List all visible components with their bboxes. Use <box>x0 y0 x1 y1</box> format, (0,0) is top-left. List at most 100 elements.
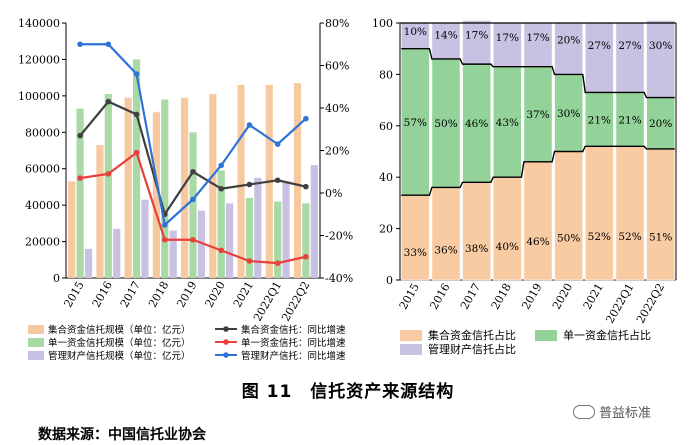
bar-guanli <box>197 210 205 278</box>
right-stacked-chart: 0 20 40 60 80 100 33% 36% 38% 40% 46% 50% 52% 52% 51% 5… <box>372 17 677 356</box>
data-label: 30% <box>557 108 580 120</box>
bar-jihe <box>96 145 104 278</box>
legend-label: 集合资金信托：同比增速 <box>241 324 346 336</box>
x-tick-label: 2022Q1 <box>603 281 636 326</box>
point-guanli_line <box>105 41 112 48</box>
stack-bar-stack_jihe <box>523 161 553 281</box>
right-y-tick-label: 80% <box>325 17 349 30</box>
bar-jihe <box>68 181 76 278</box>
data-label: 37% <box>526 109 549 121</box>
x-tick-label: 2015 <box>61 279 86 310</box>
stack-bar-stack_guanli <box>462 20 492 65</box>
stack-bar-stack_guanli <box>615 22 645 93</box>
stack-bar-stack_jihe <box>462 182 492 281</box>
y-tick-label: 0 <box>386 274 393 287</box>
data-label: 33% <box>404 247 427 259</box>
point-guanli_line <box>190 196 196 203</box>
segment-boundary-line <box>401 145 675 196</box>
data-label: 43% <box>496 117 519 129</box>
left-y-tick-label: 60000 <box>25 163 60 176</box>
stack-bar-stack_jihe <box>492 176 522 281</box>
legend-label: 单一资金信托规模（单位：亿元） <box>48 337 191 349</box>
data-label: 27% <box>588 40 611 52</box>
legend-marker-jihe_line <box>223 326 229 332</box>
bar-danyi <box>274 201 282 278</box>
stack-bar-stack_guanli <box>646 20 676 98</box>
bar-danyi <box>189 132 197 278</box>
legend-swatch-stack_danyi <box>535 330 557 341</box>
x-tick-label: 2016 <box>427 281 452 312</box>
legend-label: 单一资金信托：同比增速 <box>241 337 346 349</box>
legend-swatch-jihe <box>28 325 44 334</box>
legend-swatch-stack_jihe <box>400 330 422 341</box>
point-danyi_line <box>218 247 225 254</box>
stack-bar-stack_guanli <box>492 22 522 67</box>
point-danyi_line <box>190 236 196 243</box>
x-tick-label: 2018 <box>489 281 514 312</box>
x-tick-label: 2019 <box>519 281 544 312</box>
point-jihe_line <box>133 111 140 118</box>
bar-guanli <box>310 165 318 278</box>
point-jihe_line <box>105 98 112 105</box>
legend-label: 集合资金信托占比 <box>428 328 516 342</box>
y-tick-label: 80 <box>379 68 393 81</box>
bar-danyi <box>217 170 225 278</box>
bar-danyi <box>76 108 84 278</box>
stack-bar-stack_danyi <box>523 66 553 163</box>
point-jihe_line <box>274 177 281 184</box>
stack-bar-stack_jihe <box>554 151 584 281</box>
y-tick-label: 100 <box>372 17 393 30</box>
bar-danyi <box>132 59 141 278</box>
data-label: 46% <box>526 236 549 248</box>
legend-swatch-danyi <box>28 338 44 347</box>
bar-jihe <box>293 83 302 278</box>
point-guanli_line <box>77 41 83 48</box>
point-danyi_line <box>133 149 140 156</box>
legend-label: 管理财产信托规模（单位：亿元） <box>48 350 191 362</box>
x-tick-label: 2020 <box>550 281 575 312</box>
bar-guanli <box>169 230 177 278</box>
bar-guanli <box>282 181 290 278</box>
point-jihe_line <box>190 168 196 175</box>
data-label: 17% <box>526 32 549 44</box>
data-label: 10% <box>404 26 427 38</box>
bar-guanli <box>226 203 234 278</box>
stack-bar-stack_danyi <box>462 63 492 183</box>
x-tick-label: 2021 <box>581 281 606 312</box>
point-danyi_line <box>246 258 253 264</box>
point-guanli_line <box>303 115 309 122</box>
point-danyi_line <box>274 260 281 266</box>
data-label: 50% <box>434 118 457 130</box>
x-tick-label: 2015 <box>397 281 422 312</box>
x-tick-label: 2021 <box>231 279 256 310</box>
bar-guanli <box>84 248 93 278</box>
bar-guanli <box>141 199 149 278</box>
point-guanli_line <box>274 141 281 147</box>
data-label: 38% <box>465 243 488 255</box>
bar-jihe <box>124 97 132 278</box>
data-label: 36% <box>434 244 457 256</box>
data-label: 14% <box>434 30 457 42</box>
stack-bar-stack_jihe <box>431 187 461 281</box>
legend-label: 集合资金信托规模（单位：亿元） <box>48 324 191 336</box>
x-tick-label: 2019 <box>174 279 199 310</box>
right-y-tick-label: -40% <box>325 272 353 285</box>
watermark-text: 普益标准 <box>599 406 652 421</box>
bar-jihe <box>152 112 160 278</box>
point-danyi_line <box>105 171 112 177</box>
source-note: 数据来源：中国信托业协会 <box>38 427 206 443</box>
legend-label: 管理财产信托：同比增速 <box>241 350 346 362</box>
left-y-tick-label: 40000 <box>25 199 60 212</box>
data-label: 57% <box>404 117 427 129</box>
data-label: 46% <box>465 118 488 130</box>
y-tick-label: 20 <box>379 223 393 236</box>
data-label: 52% <box>618 231 641 243</box>
point-danyi_line <box>303 253 309 260</box>
point-guanli_line <box>161 222 168 228</box>
x-tick-label: 2022Q2 <box>634 281 667 326</box>
data-label: 50% <box>557 233 580 245</box>
left-y-tick-label: 0 <box>53 272 60 285</box>
watermark: 普益标准 <box>573 402 651 421</box>
left-y-tick-label: 20000 <box>25 236 60 249</box>
